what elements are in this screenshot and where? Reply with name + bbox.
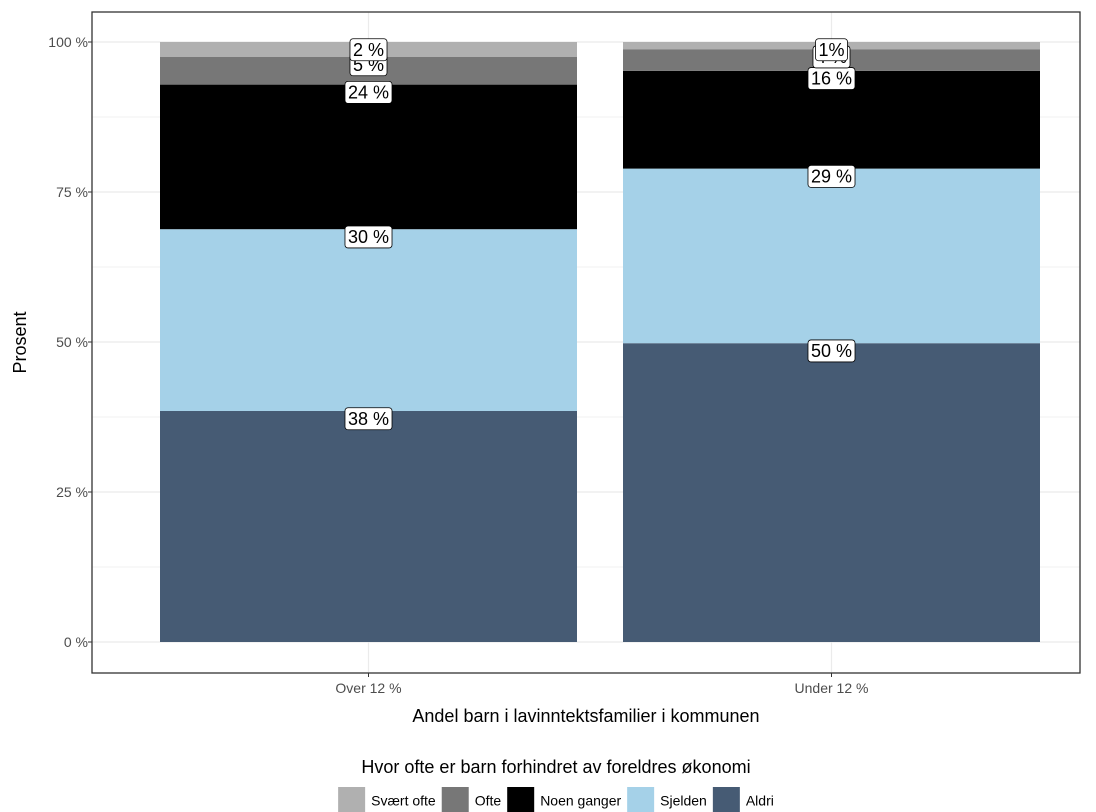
- bar-segment: [623, 343, 1040, 642]
- data-labels: 38 %30 %24 %5 %2 %50 %29 %16 %4 %1%: [344, 38, 856, 431]
- data-label-text: 30 %: [348, 227, 389, 247]
- y-axis-title: Prosent: [10, 311, 30, 373]
- data-label: 24 %: [344, 80, 393, 104]
- data-label-text: 50 %: [811, 341, 852, 361]
- x-tick-label: Over 12 %: [335, 680, 401, 696]
- legend-label: Sjelden: [660, 793, 707, 809]
- y-tick-label: 50 %: [56, 334, 88, 350]
- bar-segment: [160, 84, 577, 230]
- data-label: 2 %: [349, 38, 388, 62]
- legend-item: Aldri: [712, 787, 774, 812]
- y-tick-label: 75 %: [56, 184, 88, 200]
- legend: Hvor ofte er barn forhindret av foreldre…: [338, 757, 774, 812]
- data-label: 38 %: [344, 407, 393, 431]
- data-label: 16 %: [807, 67, 856, 90]
- legend-key: [627, 787, 655, 812]
- data-label-box: [807, 164, 856, 188]
- legend-item: Ofte: [441, 787, 502, 812]
- legend-item: Svært ofte: [338, 787, 436, 812]
- data-label-text: 1%: [818, 40, 844, 60]
- legend-label: Ofte: [475, 793, 502, 809]
- y-tick-label: 100 %: [48, 34, 88, 50]
- bars: [160, 42, 1040, 642]
- data-label-text: 16 %: [811, 69, 852, 89]
- data-label-text: 29 %: [811, 166, 852, 186]
- data-label-box: [344, 407, 393, 431]
- legend-key: [507, 787, 535, 812]
- legend-label: Noen ganger: [540, 793, 621, 809]
- x-axis-title: Andel barn i lavinntektsfamilier i kommu…: [412, 706, 759, 726]
- data-label-text: 2 %: [353, 40, 384, 60]
- data-label: 29 %: [807, 164, 856, 188]
- legend-key: [441, 787, 469, 812]
- legend-item: Sjelden: [627, 787, 707, 812]
- axes: 0 % 25 % 50 % 75 % 100 % Over 12 % Under 12 %: [48, 34, 868, 696]
- data-label-box: [807, 339, 856, 363]
- bar-segment: [623, 168, 1040, 344]
- data-label-text: 24 %: [348, 82, 389, 102]
- data-label: 1%: [815, 38, 848, 62]
- legend-key: [338, 787, 366, 812]
- legend-label: Svært ofte: [371, 793, 436, 809]
- data-label-box: [815, 38, 848, 62]
- legend-label: Aldri: [746, 793, 774, 809]
- data-label: 30 %: [344, 225, 393, 249]
- bar-segment: [160, 411, 577, 642]
- data-label-box: [344, 80, 393, 104]
- bar-segment: [160, 229, 577, 411]
- legend-title: Hvor ofte er barn forhindret av foreldre…: [361, 757, 750, 777]
- x-tick-label: Under 12 %: [795, 680, 869, 696]
- legend-item: Noen ganger: [507, 787, 621, 812]
- y-tick-label: 25 %: [56, 484, 88, 500]
- data-label-box: [344, 225, 393, 249]
- legend-key: [712, 787, 740, 812]
- y-tick-label: 0 %: [64, 634, 88, 650]
- data-label-box: [349, 38, 388, 62]
- data-label: 50 %: [807, 339, 856, 363]
- data-label-text: 38 %: [348, 409, 389, 429]
